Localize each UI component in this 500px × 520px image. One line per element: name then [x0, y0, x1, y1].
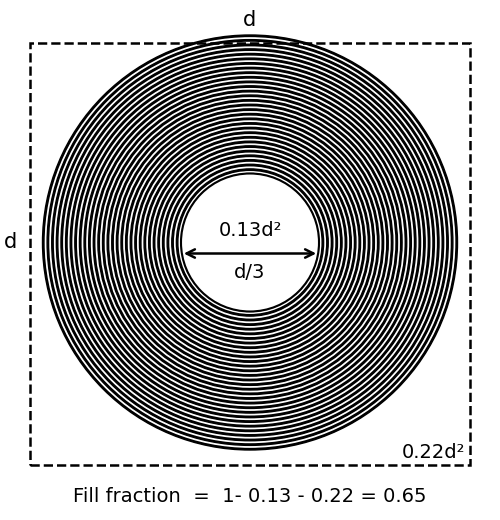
- Circle shape: [162, 155, 338, 330]
- Circle shape: [154, 146, 346, 339]
- Text: d: d: [4, 232, 18, 253]
- Circle shape: [96, 88, 404, 396]
- Circle shape: [181, 174, 319, 311]
- Circle shape: [61, 54, 439, 432]
- Circle shape: [50, 43, 450, 443]
- Circle shape: [54, 47, 446, 438]
- Circle shape: [82, 75, 417, 410]
- Circle shape: [107, 100, 393, 385]
- Circle shape: [161, 153, 339, 332]
- Circle shape: [172, 164, 328, 321]
- Circle shape: [52, 44, 448, 441]
- Circle shape: [78, 70, 422, 415]
- Circle shape: [112, 104, 388, 381]
- Circle shape: [66, 58, 434, 427]
- Circle shape: [181, 174, 319, 311]
- Circle shape: [80, 72, 420, 413]
- Circle shape: [138, 130, 362, 355]
- Circle shape: [174, 167, 326, 318]
- Text: 0.22d²: 0.22d²: [402, 444, 465, 462]
- Circle shape: [59, 51, 441, 433]
- Circle shape: [144, 137, 356, 348]
- Circle shape: [87, 80, 413, 406]
- Text: d: d: [244, 10, 256, 30]
- Circle shape: [64, 56, 436, 428]
- Circle shape: [106, 98, 395, 387]
- Circle shape: [158, 150, 342, 334]
- Circle shape: [130, 123, 370, 362]
- Circle shape: [47, 40, 453, 446]
- Circle shape: [126, 118, 374, 367]
- Circle shape: [102, 95, 398, 390]
- Circle shape: [142, 135, 358, 350]
- Circle shape: [148, 141, 352, 344]
- Circle shape: [166, 158, 334, 327]
- Circle shape: [56, 49, 444, 436]
- Circle shape: [121, 113, 379, 371]
- Circle shape: [110, 102, 390, 383]
- Text: 0.13d²: 0.13d²: [218, 220, 282, 240]
- Circle shape: [119, 112, 381, 373]
- Circle shape: [68, 61, 432, 424]
- Circle shape: [70, 63, 430, 422]
- Circle shape: [167, 160, 333, 326]
- Circle shape: [140, 132, 360, 353]
- Circle shape: [179, 172, 321, 313]
- Bar: [30, 43, 470, 465]
- Circle shape: [135, 127, 365, 358]
- Circle shape: [42, 35, 458, 450]
- Text: Fill fraction  =  1- 0.13 - 0.22 = 0.65: Fill fraction = 1- 0.13 - 0.22 = 0.65: [73, 487, 427, 505]
- Circle shape: [156, 149, 344, 336]
- Circle shape: [46, 38, 455, 447]
- Circle shape: [170, 163, 330, 322]
- Circle shape: [152, 144, 348, 341]
- Circle shape: [116, 109, 384, 376]
- Circle shape: [124, 116, 376, 369]
- Circle shape: [147, 139, 353, 346]
- Circle shape: [94, 86, 406, 399]
- Circle shape: [92, 84, 408, 401]
- Circle shape: [101, 93, 399, 392]
- Circle shape: [176, 169, 324, 316]
- Circle shape: [84, 76, 416, 408]
- Circle shape: [128, 121, 372, 364]
- Circle shape: [133, 125, 367, 359]
- Circle shape: [88, 81, 411, 404]
- Text: d/3: d/3: [234, 263, 266, 282]
- Circle shape: [75, 67, 425, 418]
- Circle shape: [114, 107, 386, 378]
- Circle shape: [98, 90, 402, 395]
- Circle shape: [73, 66, 427, 420]
